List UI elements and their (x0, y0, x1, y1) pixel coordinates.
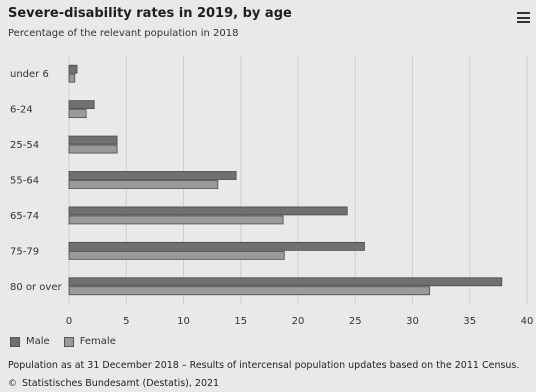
x-tick-label: 5 (123, 316, 129, 327)
category-label: 6-24 (10, 105, 33, 116)
chart-title: Severe-disability rates in 2019, by age (8, 6, 292, 21)
x-tick-label: 35 (463, 316, 476, 327)
category-label: 80 or over (10, 282, 63, 293)
bar-female[interactable] (68, 73, 76, 83)
source-note: Population as at 31 December 2018 – Resu… (8, 360, 520, 371)
legend-item-male[interactable]: Male (10, 336, 50, 347)
x-tick-label: 15 (234, 316, 247, 327)
bar-male[interactable] (68, 277, 503, 287)
category-label: 75-79 (10, 246, 39, 257)
bar-male[interactable] (68, 171, 237, 180)
legend-label-female: Female (79, 336, 116, 347)
bar-male[interactable] (68, 241, 365, 251)
bar-female[interactable] (68, 250, 285, 260)
x-tick-label: 40 (521, 316, 534, 327)
bars (68, 64, 503, 296)
hamburger-menu-icon[interactable] (517, 12, 530, 23)
x-tick-label: 25 (349, 316, 362, 327)
legend-swatch-female (63, 336, 74, 347)
x-tick-label: 0 (66, 316, 72, 327)
x-axis-ticks: 0 5 10 15 20 25 30 35 40 (66, 316, 534, 327)
bar-female[interactable] (68, 180, 219, 189)
bar-female[interactable] (68, 215, 284, 225)
category-label: 25-54 (10, 140, 39, 151)
category-label: 55-64 (10, 176, 39, 187)
legend-label-male: Male (26, 336, 50, 347)
bar-female[interactable] (68, 109, 87, 119)
x-tick-label: 20 (292, 316, 305, 327)
credit-line: © Statistisches Bundesamt (Destatis), 20… (8, 378, 219, 389)
bar-female[interactable] (68, 144, 118, 154)
bar-chart: under 6 6-24 25-54 55-64 65-74 75-79 80 or ove… (10, 56, 534, 327)
credit-text: Statistisches Bundesamt (Destatis), 2021 (22, 378, 220, 389)
category-labels: under 6 6-24 25-54 55-64 65-74 75-79 80 or ove… (10, 69, 63, 293)
category-label: 65-74 (10, 211, 39, 222)
copyright-logo-icon: © (8, 379, 17, 389)
legend: Male Female (10, 336, 130, 347)
grid-lines (68, 56, 528, 304)
x-tick-label: 10 (177, 316, 190, 327)
bar-male[interactable] (68, 64, 78, 74)
x-tick-label: 30 (406, 316, 419, 327)
category-label: under 6 (10, 69, 49, 80)
legend-swatch-male (10, 336, 20, 347)
bar-male[interactable] (68, 135, 118, 145)
bar-male[interactable] (68, 100, 95, 110)
bar-female[interactable] (68, 286, 431, 296)
chart-subtitle: Percentage of the relevant population in… (8, 28, 239, 39)
legend-item-female[interactable]: Female (63, 336, 116, 347)
bar-male[interactable] (68, 206, 348, 216)
